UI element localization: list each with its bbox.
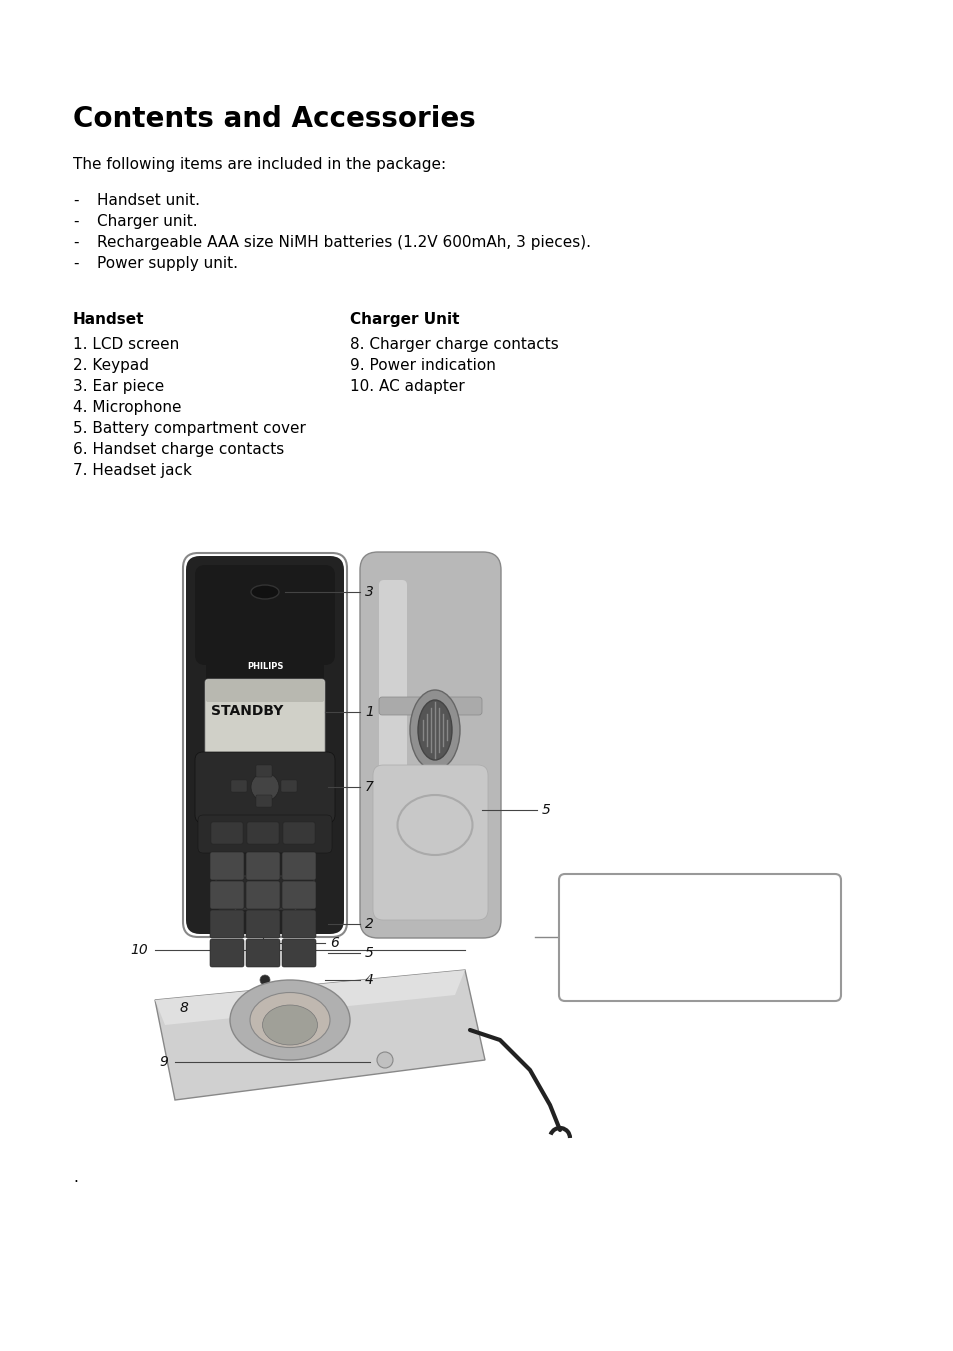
Text: 7. Headset jack: 7. Headset jack xyxy=(73,463,192,478)
FancyBboxPatch shape xyxy=(378,580,407,911)
Text: 4: 4 xyxy=(365,973,374,988)
Text: STANDBY: STANDBY xyxy=(211,704,283,717)
Text: 9. Power indication: 9. Power indication xyxy=(350,358,496,373)
Text: 2: 2 xyxy=(260,859,265,867)
FancyBboxPatch shape xyxy=(210,939,244,967)
Text: 8: 8 xyxy=(260,917,265,925)
Text: 3. Ear piece: 3. Ear piece xyxy=(73,380,164,394)
FancyBboxPatch shape xyxy=(246,911,280,938)
Text: 10. AC adapter: 10. AC adapter xyxy=(350,380,464,394)
Text: AC adaptor.: AC adaptor. xyxy=(655,898,743,913)
Text: 5: 5 xyxy=(365,946,374,961)
FancyBboxPatch shape xyxy=(194,753,335,823)
Ellipse shape xyxy=(251,585,278,598)
Text: 8. Charger charge contacts: 8. Charger charge contacts xyxy=(350,336,558,353)
Text: 2: 2 xyxy=(365,917,374,931)
Text: 8: 8 xyxy=(179,1001,188,1015)
FancyBboxPatch shape xyxy=(186,557,344,934)
Text: 5: 5 xyxy=(541,802,550,817)
FancyBboxPatch shape xyxy=(246,881,280,909)
Text: The following items are included in the package:: The following items are included in the … xyxy=(73,157,446,172)
FancyBboxPatch shape xyxy=(205,680,325,755)
Text: 4. Microphone: 4. Microphone xyxy=(73,400,181,415)
Text: -: - xyxy=(73,235,78,250)
Text: 6: 6 xyxy=(330,936,338,950)
FancyBboxPatch shape xyxy=(281,780,296,792)
Text: *: * xyxy=(225,946,229,955)
FancyBboxPatch shape xyxy=(283,821,314,844)
Text: Charger unit.: Charger unit. xyxy=(97,213,197,230)
FancyBboxPatch shape xyxy=(210,881,244,909)
Text: 6: 6 xyxy=(296,888,301,897)
Text: 1: 1 xyxy=(224,859,230,867)
Text: Rechargeable AAA size NiMH batteries (1.2V 600mAh, 3 pieces).: Rechargeable AAA size NiMH batteries (1.… xyxy=(97,235,590,250)
Text: -: - xyxy=(73,213,78,230)
Text: dl/48   m   0   d: dl/48 m 0 d xyxy=(211,684,258,689)
FancyBboxPatch shape xyxy=(206,658,324,680)
FancyBboxPatch shape xyxy=(215,875,314,909)
FancyBboxPatch shape xyxy=(246,939,280,967)
Text: 2. Keypad: 2. Keypad xyxy=(73,358,149,373)
Text: 0: 0 xyxy=(260,946,265,955)
Text: 9: 9 xyxy=(159,1055,168,1069)
FancyBboxPatch shape xyxy=(210,911,244,938)
FancyBboxPatch shape xyxy=(198,815,332,852)
Text: -: - xyxy=(73,255,78,272)
FancyBboxPatch shape xyxy=(378,697,481,715)
FancyBboxPatch shape xyxy=(194,565,335,665)
FancyBboxPatch shape xyxy=(246,852,280,880)
Text: 5. Battery compartment cover: 5. Battery compartment cover xyxy=(73,422,306,436)
Text: 1: 1 xyxy=(365,705,374,719)
Circle shape xyxy=(260,975,270,985)
FancyBboxPatch shape xyxy=(282,939,315,967)
FancyBboxPatch shape xyxy=(282,911,315,938)
Text: country.: country. xyxy=(669,970,730,985)
Ellipse shape xyxy=(250,993,330,1047)
Text: Type of adaptor: Type of adaptor xyxy=(639,921,760,938)
Text: 10: 10 xyxy=(131,943,148,957)
Text: Power supply unit.: Power supply unit. xyxy=(97,255,237,272)
Text: depends on: depends on xyxy=(655,946,744,961)
FancyBboxPatch shape xyxy=(211,821,243,844)
FancyBboxPatch shape xyxy=(282,881,315,909)
Text: -: - xyxy=(73,193,78,208)
Text: 9: 9 xyxy=(296,917,301,925)
Text: Contents and Accessories: Contents and Accessories xyxy=(73,105,476,132)
Ellipse shape xyxy=(410,690,459,770)
Text: PHILIPS: PHILIPS xyxy=(247,662,283,671)
Text: 3: 3 xyxy=(365,585,374,598)
Text: 7: 7 xyxy=(224,917,230,925)
Text: Charger Unit: Charger Unit xyxy=(350,312,459,327)
Ellipse shape xyxy=(417,700,452,761)
Text: 7: 7 xyxy=(365,780,374,794)
FancyBboxPatch shape xyxy=(210,852,244,880)
FancyBboxPatch shape xyxy=(373,765,488,920)
Text: Handset: Handset xyxy=(73,312,144,327)
Text: #: # xyxy=(295,946,302,955)
FancyBboxPatch shape xyxy=(231,780,247,792)
FancyBboxPatch shape xyxy=(558,874,841,1001)
FancyBboxPatch shape xyxy=(255,765,272,777)
FancyBboxPatch shape xyxy=(359,553,500,938)
Polygon shape xyxy=(154,970,464,1025)
Polygon shape xyxy=(154,970,484,1100)
Text: Handset unit.: Handset unit. xyxy=(97,193,200,208)
Text: 5: 5 xyxy=(260,888,265,897)
Text: 3: 3 xyxy=(296,859,301,867)
Text: 1. LCD screen: 1. LCD screen xyxy=(73,336,179,353)
Ellipse shape xyxy=(262,1005,317,1046)
Text: 4: 4 xyxy=(224,888,230,897)
Ellipse shape xyxy=(230,979,350,1061)
FancyBboxPatch shape xyxy=(282,852,315,880)
Text: .: . xyxy=(73,1170,78,1185)
Circle shape xyxy=(376,1052,393,1069)
Circle shape xyxy=(251,773,278,801)
Text: 6. Handset charge contacts: 6. Handset charge contacts xyxy=(73,442,284,457)
FancyBboxPatch shape xyxy=(247,821,278,844)
FancyBboxPatch shape xyxy=(206,680,324,703)
FancyBboxPatch shape xyxy=(255,794,272,807)
